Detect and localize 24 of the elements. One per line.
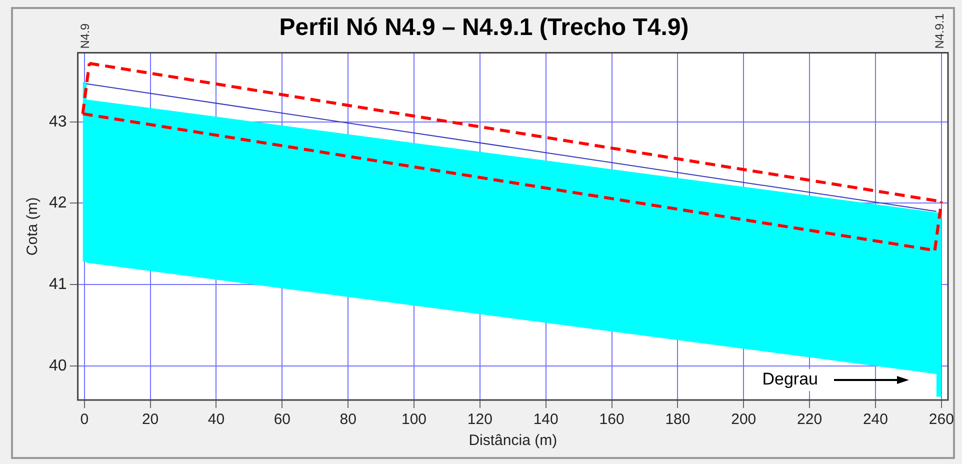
chart-title: Perfil Nó N4.9 – N4.9.1 (Trecho T4.9): [279, 14, 689, 42]
y-tick-label: 43: [49, 113, 67, 130]
x-tick-label: 80: [340, 411, 356, 428]
text: N4.9: [78, 23, 92, 49]
x-tick-label: 240: [862, 411, 888, 428]
x-tick-label: 120: [467, 411, 492, 428]
x-tick-label: 60: [274, 411, 291, 428]
x-tick-label: 20: [142, 411, 159, 428]
x-tick-label: 160: [599, 411, 624, 428]
x-tick-label: 200: [731, 411, 756, 428]
y-tick-label: 40: [49, 357, 67, 374]
x-tick-label: 40: [208, 411, 225, 428]
x-tick-label: 0: [80, 411, 89, 428]
x-tick-label: 260: [928, 411, 954, 428]
x-tick-label: 100: [401, 411, 427, 428]
x-tick-label: 180: [665, 411, 690, 428]
y-tick-label: 41: [49, 276, 67, 293]
x-tick-label: 140: [533, 411, 558, 428]
annotation: Degrau: [762, 370, 818, 389]
y-axis-title: Cota (m): [24, 197, 42, 256]
x-tick-label: 220: [797, 411, 822, 428]
y-tick-label: 42: [49, 194, 67, 212]
text: N4.9.1: [932, 13, 946, 49]
x-axis-title: Distância (m): [468, 432, 558, 450]
